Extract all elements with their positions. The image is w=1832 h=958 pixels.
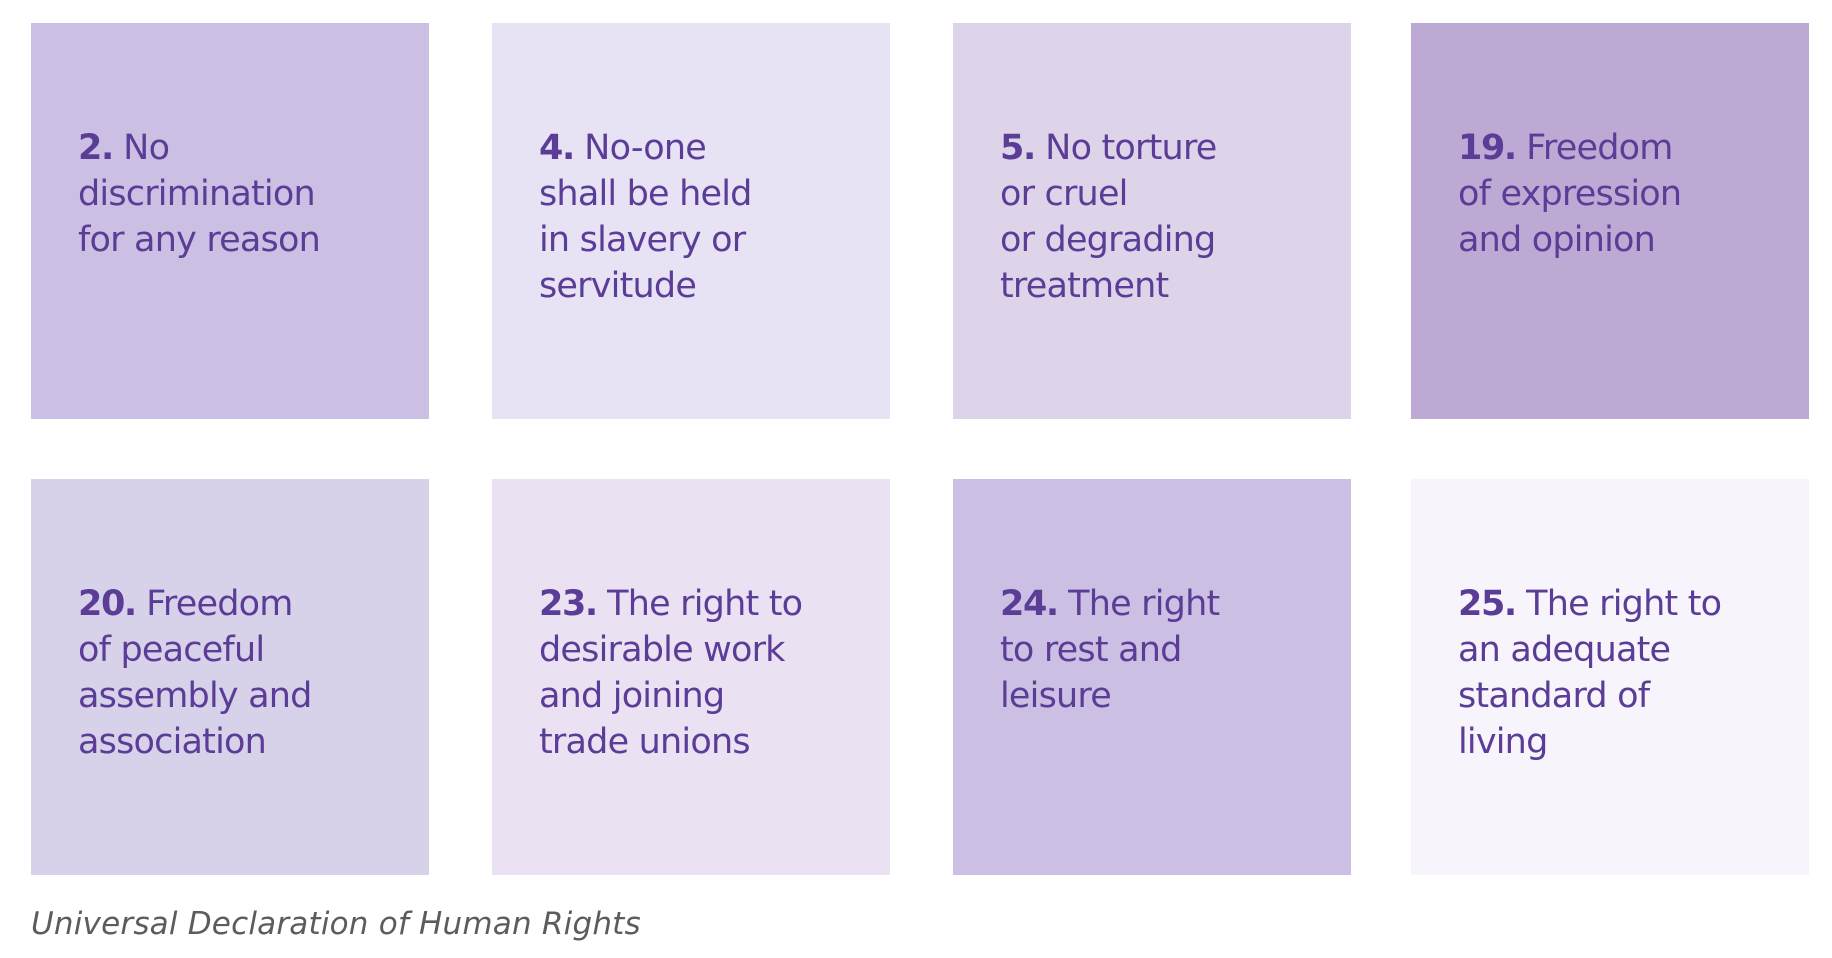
right-number: 4.	[539, 128, 575, 168]
right-number: 20.	[78, 584, 137, 624]
right-card-23: 23. The right to desirable work and join…	[492, 479, 890, 875]
right-card-2: 2. No discrimination for any reason	[31, 23, 429, 419]
right-card-text: 19. Freedom of expression and opinion	[1458, 125, 1788, 263]
right-card-text: 24. The right to rest and leisure	[1000, 581, 1330, 719]
right-description: The right to an adequate standard of liv…	[1458, 584, 1722, 762]
right-description: No torture or cruel or degrading treatme…	[1000, 128, 1217, 306]
right-description: No-one shall be held in slavery or servi…	[539, 128, 752, 306]
right-card-25: 25. The right to an adequate standard of…	[1411, 479, 1809, 875]
right-card-text: 20. Freedom of peaceful assembly and ass…	[78, 581, 408, 765]
right-card-24: 24. The right to rest and leisure	[953, 479, 1351, 875]
right-description: Freedom of expression and opinion	[1458, 128, 1682, 260]
right-number: 23.	[539, 584, 598, 624]
right-number: 24.	[1000, 584, 1059, 624]
right-description: The right to rest and leisure	[1000, 584, 1220, 716]
right-number: 19.	[1458, 128, 1517, 168]
right-description: No discrimination for any reason	[78, 128, 321, 260]
right-description: Freedom of peaceful assembly and associa…	[78, 584, 312, 762]
right-number: 5.	[1000, 128, 1036, 168]
right-card-text: 25. The right to an adequate standard of…	[1458, 581, 1788, 765]
right-card-19: 19. Freedom of expression and opinion	[1411, 23, 1809, 419]
right-card-text: 2. No discrimination for any reason	[78, 125, 408, 263]
right-card-5: 5. No torture or cruel or degrading trea…	[953, 23, 1351, 419]
right-number: 2.	[78, 128, 114, 168]
source-caption: Universal Declaration of Human Rights	[31, 906, 641, 942]
right-number: 25.	[1458, 584, 1517, 624]
right-description: The right to desirable work and joining …	[539, 584, 803, 762]
right-card-text: 4. No-one shall be held in slavery or se…	[539, 125, 869, 309]
right-card-text: 5. No torture or cruel or degrading trea…	[1000, 125, 1330, 309]
right-card-20: 20. Freedom of peaceful assembly and ass…	[31, 479, 429, 875]
right-card-4: 4. No-one shall be held in slavery or se…	[492, 23, 890, 419]
right-card-text: 23. The right to desirable work and join…	[539, 581, 869, 765]
